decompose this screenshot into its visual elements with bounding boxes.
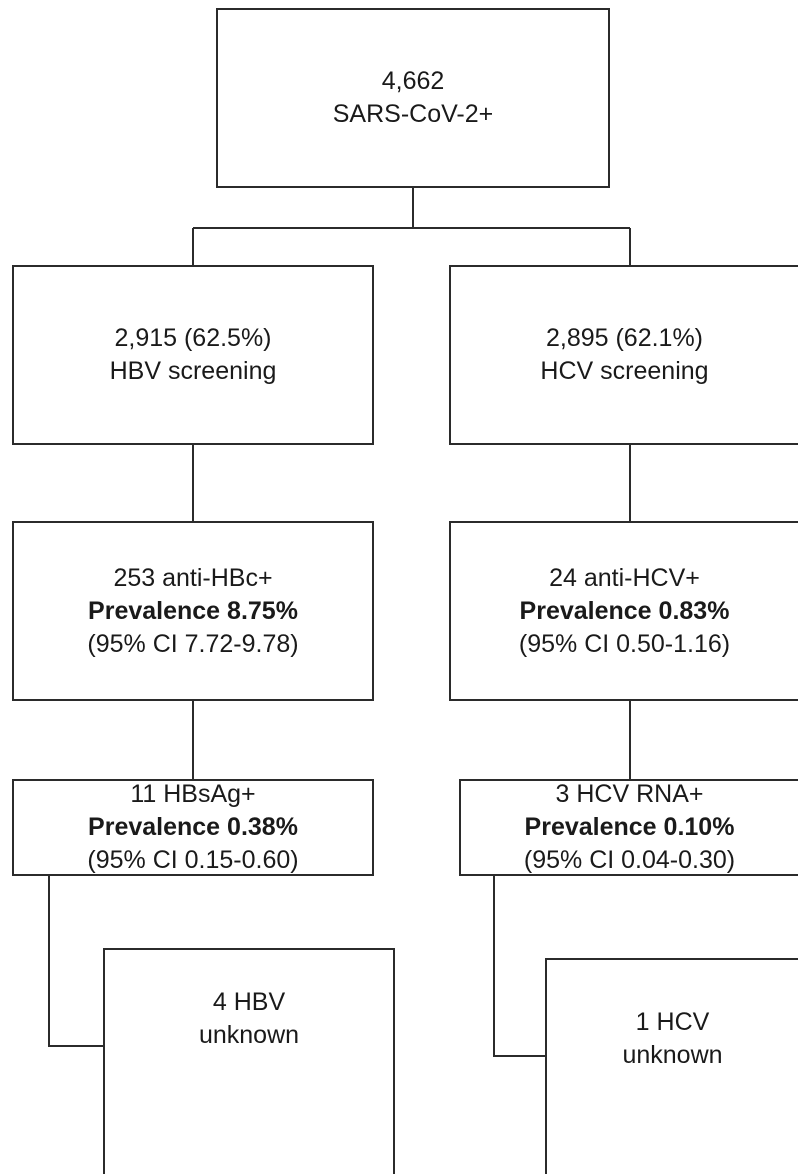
hcv-anti-ci: (95% CI 0.50-1.16): [518, 629, 731, 658]
hcv-rna-prevalence: Prevalence 0.10%: [524, 813, 735, 841]
connector-hbv-to-unknown: [48, 876, 103, 1047]
hbv-anti-label: 253 anti-HBc+: [113, 563, 273, 592]
hbv-anti-box: 253 anti-HBc+ Prevalence 8.75% (95% CI 7…: [12, 521, 374, 701]
root-label: SARS-CoV-2+: [332, 100, 494, 128]
hbv-unknown-line2: unknown: [198, 1021, 300, 1049]
hcv-screening-box: 2,895 (62.1%) HCV screening: [449, 265, 798, 445]
hbv-antigen-label: 11 HBsAg+: [130, 780, 256, 808]
hbv-screening-label: HBV screening: [109, 357, 277, 385]
hbv-screening-count: 2,915 (62.5%): [114, 324, 272, 352]
hcv-anti-box: 24 anti-HCV+ Prevalence 0.83% (95% CI 0.…: [449, 521, 798, 701]
hcv-rna-box: 3 HCV RNA+ Prevalence 0.10% (95% CI 0.04…: [459, 779, 798, 876]
hbv-unknown-box: 4 HBV unknown: [103, 948, 395, 1174]
hbv-anti-ci: (95% CI 7.72-9.78): [87, 629, 299, 658]
hcv-rna-ci: (95% CI 0.04-0.30): [523, 846, 736, 874]
hbv-screening-box: 2,915 (62.5%) HBV screening: [12, 265, 374, 445]
hbv-antigen-ci: (95% CI 0.15-0.60): [87, 846, 299, 874]
hcv-anti-label: 24 anti-HCV+: [549, 563, 700, 592]
hbv-anti-prevalence: Prevalence 8.75%: [88, 596, 298, 625]
hcv-unknown-line1: 1 HCV: [635, 1008, 710, 1036]
hbv-antigen-prevalence: Prevalence 0.38%: [88, 813, 298, 841]
root-box: 4,662 SARS-CoV-2+: [216, 8, 610, 188]
hbv-antigen-content: 11 HBsAg+ Prevalence 0.38% (95% CI 0.15-…: [12, 779, 374, 876]
hbv-unknown-line1: 4 HBV: [212, 988, 286, 1016]
root-count: 4,662: [381, 67, 445, 95]
hcv-unknown-line2: unknown: [622, 1041, 723, 1069]
hcv-anti-prevalence: Prevalence 0.83%: [519, 596, 730, 625]
hcv-screening-count: 2,895 (62.1%): [545, 324, 704, 352]
hcv-unknown-box: 1 HCV unknown: [545, 958, 798, 1174]
connector-hcv-to-unknown: [493, 876, 545, 1057]
hcv-screening-label: HCV screening: [540, 357, 709, 385]
hcv-rna-label: 3 HCV RNA+: [555, 780, 704, 808]
